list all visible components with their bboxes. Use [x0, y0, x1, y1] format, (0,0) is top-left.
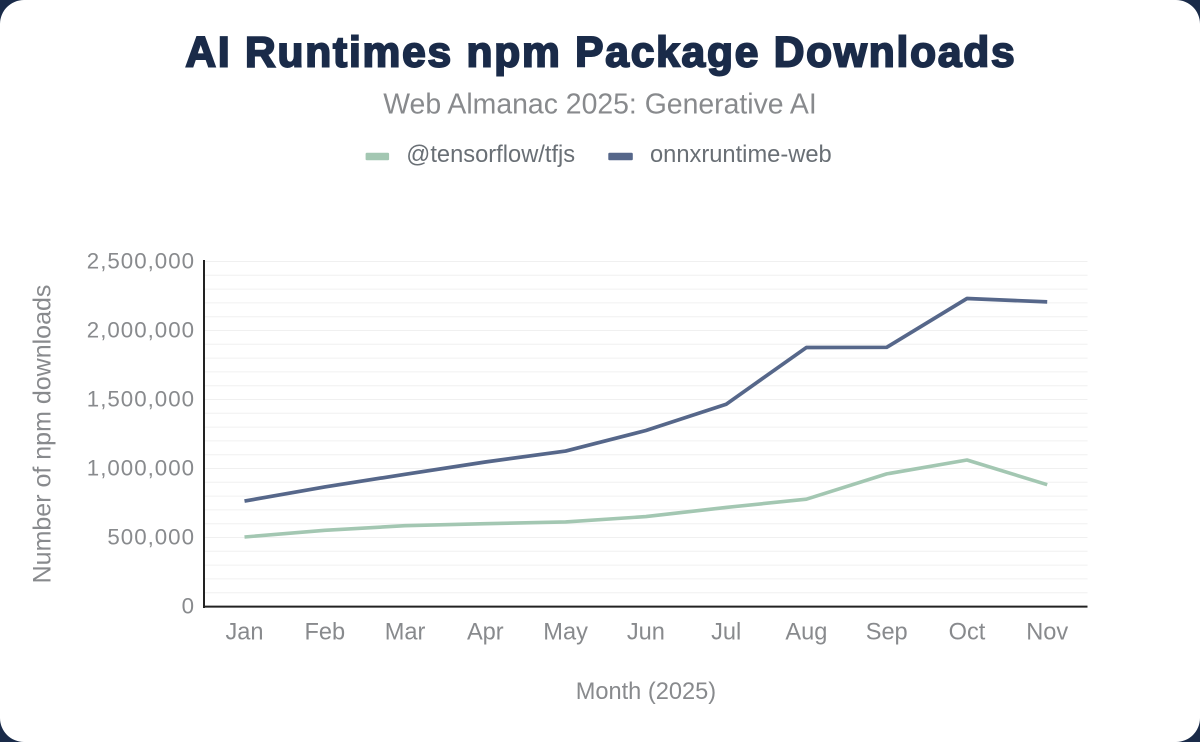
svg-text:Jun: Jun — [627, 619, 665, 645]
svg-text:Apr: Apr — [467, 619, 504, 645]
svg-text:Feb: Feb — [304, 619, 345, 645]
svg-text:Jul: Jul — [711, 619, 741, 645]
svg-text:Nov: Nov — [1026, 619, 1068, 645]
svg-text:May: May — [543, 619, 588, 645]
svg-text:0: 0 — [182, 593, 195, 618]
svg-text:1,500,000: 1,500,000 — [87, 386, 195, 411]
svg-text:Jan: Jan — [225, 619, 263, 645]
svg-text:Mar: Mar — [385, 619, 426, 645]
svg-text:onnxruntime-web: onnxruntime-web — [650, 142, 832, 168]
svg-text:Web Almanac 2025: Generative A: Web Almanac 2025: Generative AI — [383, 89, 816, 121]
svg-text:1,000,000: 1,000,000 — [87, 455, 195, 480]
svg-text:Number of npm downloads: Number of npm downloads — [29, 285, 57, 584]
svg-text:500,000: 500,000 — [107, 524, 195, 549]
svg-text:Sep: Sep — [866, 619, 908, 645]
svg-text:2,500,000: 2,500,000 — [87, 248, 195, 273]
svg-text:2,000,000: 2,000,000 — [87, 317, 195, 342]
svg-text:AI Runtimes npm Package Downlo: AI Runtimes npm Package Downloads — [185, 30, 1016, 77]
svg-text:Oct: Oct — [949, 619, 986, 645]
svg-text:Month (2025): Month (2025) — [576, 679, 716, 705]
svg-text:Aug: Aug — [785, 619, 827, 645]
svg-text:@tensorflow/tfjs: @tensorflow/tfjs — [406, 142, 575, 168]
